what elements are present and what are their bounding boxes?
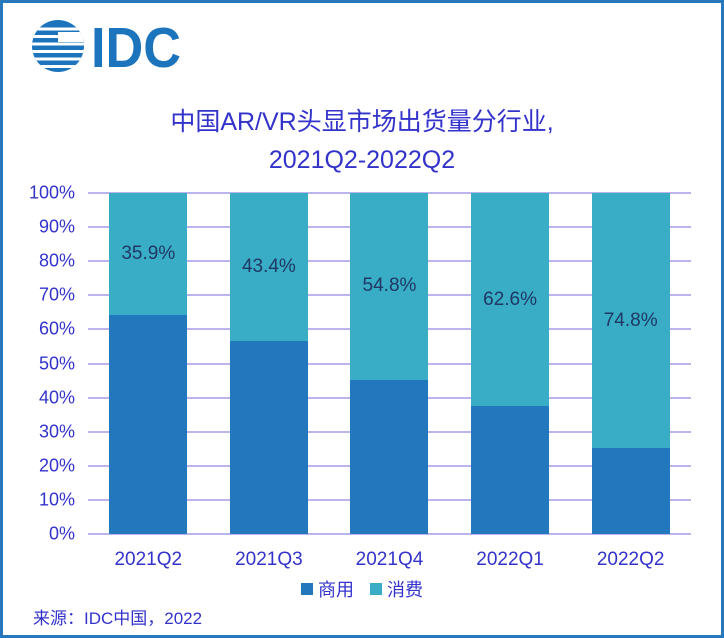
x-axis-label: 2021Q2: [114, 549, 183, 570]
legend-swatch-icon: [370, 583, 382, 595]
y-axis-tick-label: 100%: [28, 182, 75, 203]
chart-title: 中国AR/VR头显市场出货量分行业, 2021Q2-2022Q2: [3, 103, 721, 179]
stacked-bar: 54.8%: [350, 193, 429, 534]
idc-logo: IDC: [31, 16, 203, 80]
y-axis-tick-label: 80%: [38, 250, 75, 271]
bar-data-label: 54.8%: [362, 275, 417, 297]
bar-segment-consumer: 74.8%: [591, 193, 670, 449]
plot-area: 0% 10% 20% 30% 40% 50% 60% 70% 80% 90% 100% 35.9% 2…: [29, 183, 691, 570]
chart-title-line2: 2021Q2-2022Q2: [268, 146, 456, 174]
stacked-bar: 35.9%: [109, 193, 188, 534]
stacked-bar: 43.4%: [229, 193, 308, 534]
bar-column: 62.6% 2022Q1: [450, 193, 571, 570]
y-axis-tick-label: 40%: [38, 387, 75, 408]
legend-label: 商用: [318, 580, 354, 600]
y-axis-tick-label: 10%: [38, 489, 75, 510]
bar-segment-consumer: 54.8%: [350, 193, 429, 380]
bar-column: 74.8% 2022Q2: [570, 193, 691, 570]
y-axis-tick-label: 30%: [38, 421, 75, 442]
bar-segment-consumer: 43.4%: [229, 193, 308, 341]
gridline: [88, 533, 691, 535]
chart-title-line1: 中国AR/VR头显市场出货量分行业,: [170, 108, 554, 136]
bar-segment-commercial: [109, 315, 188, 534]
bar-column: 54.8% 2021Q4: [329, 193, 450, 570]
stacked-bar: 74.8%: [591, 193, 670, 534]
y-axis-tick-label: 0%: [48, 523, 75, 544]
x-axis-label: 2022Q2: [596, 549, 665, 570]
legend-label: 消费: [387, 580, 423, 600]
bar-data-label: 62.6%: [483, 288, 538, 310]
y-axis-tick-label: 90%: [38, 216, 75, 237]
bar-segment-commercial: [471, 406, 550, 534]
bar-data-label: 74.8%: [603, 309, 658, 331]
stacked-bar: 62.6%: [471, 193, 550, 534]
bar-segment-commercial: [591, 448, 670, 534]
x-axis-label: 2021Q4: [355, 549, 424, 570]
bar-column: 43.4% 2021Q3: [209, 193, 330, 570]
chart-legend: 商用 消费: [3, 576, 721, 602]
bar-segment-consumer: 62.6%: [471, 193, 550, 407]
bar-segment-commercial: [350, 379, 429, 534]
y-axis-tick-label: 70%: [38, 284, 75, 305]
source-text: 来源：IDC中国，2022: [33, 609, 203, 628]
bar-data-label: 43.4%: [241, 255, 296, 277]
x-axis-label: 2022Q1: [476, 549, 544, 570]
legend-item: 消费: [370, 576, 423, 602]
y-axis-tick-label: 60%: [38, 318, 75, 339]
bar-segment-consumer: 35.9%: [109, 193, 188, 316]
bar-data-label: 35.9%: [121, 243, 176, 265]
y-axis-tick-label: 20%: [38, 455, 75, 476]
bar-segment-commercial: [229, 340, 308, 534]
bars-layer: 35.9% 2021Q2 43.4% 2021Q3 54.8% 2021Q4 62.6% 20…: [88, 193, 691, 570]
idc-logo-text: IDC: [91, 17, 181, 75]
bar-column: 35.9% 2021Q2: [88, 193, 209, 570]
x-axis-label: 2021Q3: [235, 549, 303, 570]
y-axis-tick-label: 50%: [38, 353, 75, 373]
legend-swatch-icon: [301, 583, 313, 595]
idc-globe-icon: IDC: [32, 16, 181, 80]
legend-item: 商用: [301, 576, 354, 602]
